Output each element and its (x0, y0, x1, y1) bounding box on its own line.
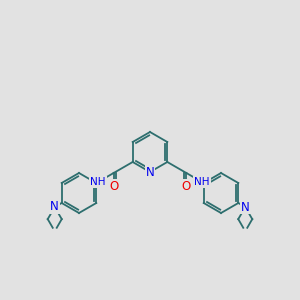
Text: NH: NH (194, 177, 210, 187)
Text: N: N (50, 200, 59, 214)
Text: N: N (241, 200, 250, 214)
Text: O: O (182, 179, 191, 193)
Text: O: O (109, 179, 118, 193)
Text: NH: NH (90, 177, 106, 187)
Text: N: N (146, 166, 154, 178)
